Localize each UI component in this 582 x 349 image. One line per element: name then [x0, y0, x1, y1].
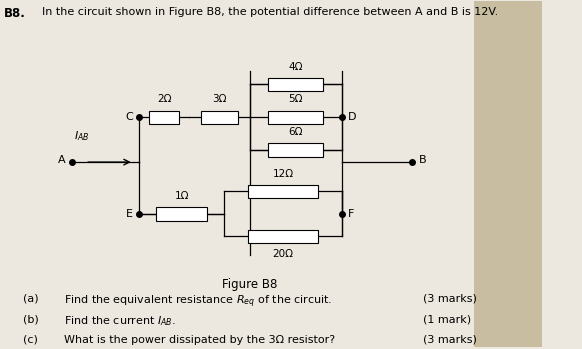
Bar	[149, 111, 179, 124]
Text: Find the current $I_{AB}$.: Find the current $I_{AB}$.	[63, 314, 175, 328]
Text: (b): (b)	[23, 314, 39, 324]
Bar	[268, 143, 324, 157]
Text: 5Ω: 5Ω	[289, 94, 303, 104]
Bar	[474, 1, 542, 347]
Bar	[156, 207, 207, 221]
Text: 3Ω: 3Ω	[212, 94, 226, 104]
Text: 6Ω: 6Ω	[289, 127, 303, 137]
Bar	[268, 78, 324, 91]
Text: (a): (a)	[23, 294, 38, 303]
Bar	[248, 185, 318, 198]
Bar	[248, 230, 318, 243]
Bar	[201, 111, 237, 124]
Text: (3 marks): (3 marks)	[423, 335, 477, 345]
Text: 4Ω: 4Ω	[289, 61, 303, 72]
Text: (1 mark): (1 mark)	[423, 314, 471, 324]
Text: F: F	[348, 209, 354, 219]
Text: Figure B8: Figure B8	[222, 278, 278, 291]
Text: $I_{AB}$: $I_{AB}$	[74, 129, 90, 143]
Text: D: D	[348, 112, 357, 122]
Text: A: A	[58, 155, 65, 165]
Text: B: B	[418, 155, 426, 165]
Text: (c): (c)	[23, 335, 38, 345]
Text: (3 marks): (3 marks)	[423, 294, 477, 303]
Text: 2Ω: 2Ω	[157, 94, 171, 104]
Bar	[268, 111, 324, 124]
Text: In the circuit shown in Figure B8, the potential difference between A and B is 1: In the circuit shown in Figure B8, the p…	[42, 7, 498, 16]
Text: What is the power dissipated by the 3Ω resistor?: What is the power dissipated by the 3Ω r…	[63, 335, 335, 345]
Text: E: E	[126, 209, 133, 219]
Text: Find the equivalent resistance $R_{eq}$ of the circuit.: Find the equivalent resistance $R_{eq}$ …	[63, 294, 332, 310]
Text: 20Ω: 20Ω	[272, 249, 293, 259]
Text: 12Ω: 12Ω	[272, 169, 293, 179]
Text: C: C	[125, 112, 133, 122]
Text: B8.: B8.	[4, 7, 26, 20]
Text: 1Ω: 1Ω	[175, 191, 189, 201]
